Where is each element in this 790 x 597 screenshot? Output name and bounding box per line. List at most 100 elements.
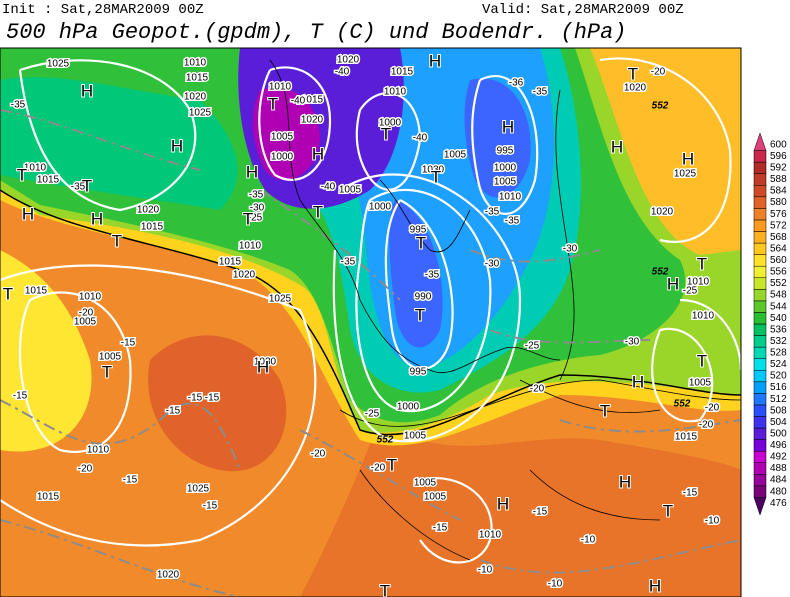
temperature-label: -35	[505, 216, 520, 227]
isobar	[355, 188, 492, 413]
colorbar-swatch	[753, 219, 767, 232]
colorbar-label: 540	[770, 313, 787, 324]
temperature-label: -40	[413, 133, 428, 144]
isobar-label: 1015	[301, 95, 324, 106]
pressure-center: H	[619, 472, 631, 491]
isobar-label: 1015	[186, 73, 209, 84]
isobar-label: 1020	[137, 205, 160, 216]
colorbar-label: 480	[770, 486, 787, 497]
field	[0, 250, 92, 452]
temperature-label: -20	[651, 67, 666, 78]
map-labels: 1025 101010151020102510101015102010051000…	[2, 50, 721, 597]
isobar-label: 1025	[189, 108, 212, 119]
colorbar-label: 520	[770, 371, 787, 382]
pressure-center: H	[171, 136, 183, 155]
colorbar-label: 512	[770, 394, 787, 405]
temperature-label: -30	[250, 203, 265, 214]
colorbar-label: 588	[770, 174, 787, 185]
map-area	[0, 48, 741, 597]
colorbar-swatch	[753, 150, 767, 163]
map-title: 500 hPa Geopot.(gpdm), T (C) und Bodendr…	[6, 20, 627, 45]
colorbar-label: 492	[770, 452, 787, 463]
colorbar-swatch	[753, 208, 767, 221]
pressure-center: T	[82, 176, 92, 195]
colorbar-swatch	[753, 370, 767, 383]
colorbar-swatch	[753, 462, 767, 475]
pressure-center: H	[22, 204, 34, 223]
isobar	[471, 74, 539, 215]
colorbar-swatch	[753, 132, 767, 151]
temperature-label: -20	[371, 463, 386, 474]
isobar	[18, 59, 197, 212]
temperature-label: -35	[341, 257, 356, 268]
pressure-center: T	[697, 351, 707, 370]
isobar-label: 1020	[624, 83, 647, 94]
colorbar-swatch	[753, 254, 767, 267]
pressure-center: T	[663, 501, 673, 520]
isobar-label: 1005	[74, 317, 97, 328]
colorbar-swatch	[753, 173, 767, 186]
colorbar-swatch	[753, 242, 767, 255]
valid-time: Valid: Sat,28MAR2009 00Z	[482, 2, 684, 18]
colorbar-label: 592	[770, 163, 787, 174]
colorbar-swatch	[753, 346, 767, 359]
temperature-label: -20	[79, 308, 94, 319]
temperature-label: -36	[509, 78, 524, 89]
field	[148, 335, 287, 472]
isobar-label: 995	[410, 367, 427, 378]
pressure-center: T	[17, 165, 27, 184]
colorbar-swatch	[753, 427, 767, 440]
colorbar-swatch	[753, 474, 767, 487]
temperature-label: -20	[705, 403, 720, 414]
pressure-center: H	[91, 209, 103, 228]
isobar-label: 1010	[269, 82, 292, 93]
pressure-center: H	[257, 357, 269, 376]
colorbar-label: 584	[770, 186, 787, 197]
colorbar-label: 504	[770, 417, 787, 428]
colorbar-label: 572	[770, 220, 787, 231]
isobar-label: 1020	[157, 570, 180, 581]
isobar	[355, 92, 422, 191]
pressure-center: T	[313, 202, 323, 221]
colorbar-label: 488	[770, 463, 787, 474]
colorbar-swatch	[753, 289, 767, 302]
isobar-label: 995	[410, 225, 427, 236]
colorbar-label: 528	[770, 348, 787, 359]
isobar-label: 1000	[379, 118, 402, 129]
isobar-label: 1015	[37, 492, 60, 503]
colorbar-label: 532	[770, 336, 787, 347]
temperature-label: -20	[699, 420, 714, 431]
init-time: Init : Sat,28MAR2009 00Z	[2, 2, 204, 18]
colorbar-swatch	[753, 161, 767, 174]
isobar-label: 1010	[384, 87, 407, 98]
pressure-center: H	[611, 137, 623, 156]
temperature-label: -40	[335, 67, 350, 78]
pressure-center: T	[268, 94, 278, 113]
isobar-label: 1015	[25, 286, 48, 297]
temperature-label: -10	[478, 565, 493, 576]
pressure-center: T	[697, 254, 707, 273]
temperature-label: -20	[530, 384, 545, 395]
height-label: 552	[674, 399, 691, 410]
isobar-label: 1010	[692, 311, 715, 322]
pressure-center: T	[243, 209, 253, 228]
colorbar-swatch	[753, 323, 767, 336]
isobar	[384, 199, 454, 370]
colorbar-label: 600	[770, 139, 787, 150]
isobar-label: 1020	[337, 55, 360, 66]
height-552	[339, 89, 741, 427]
isobar-label: 1010	[87, 445, 110, 456]
isobar-label: 1020	[651, 207, 674, 218]
pressure-center: H	[497, 494, 509, 513]
pressure-center: T	[416, 233, 426, 252]
colorbar-swatch	[753, 265, 767, 278]
pressure-center: T	[112, 231, 122, 250]
isobar	[651, 298, 741, 423]
colorbar-label: 476	[770, 498, 787, 509]
colorbar-label: 564	[770, 243, 787, 254]
colorbar-label: 496	[770, 440, 787, 451]
isobar-label: 1015	[391, 67, 414, 78]
temperature-label: -40	[321, 182, 336, 193]
colorbar-label: 560	[770, 255, 787, 266]
isobar-label: 1000	[494, 163, 517, 174]
